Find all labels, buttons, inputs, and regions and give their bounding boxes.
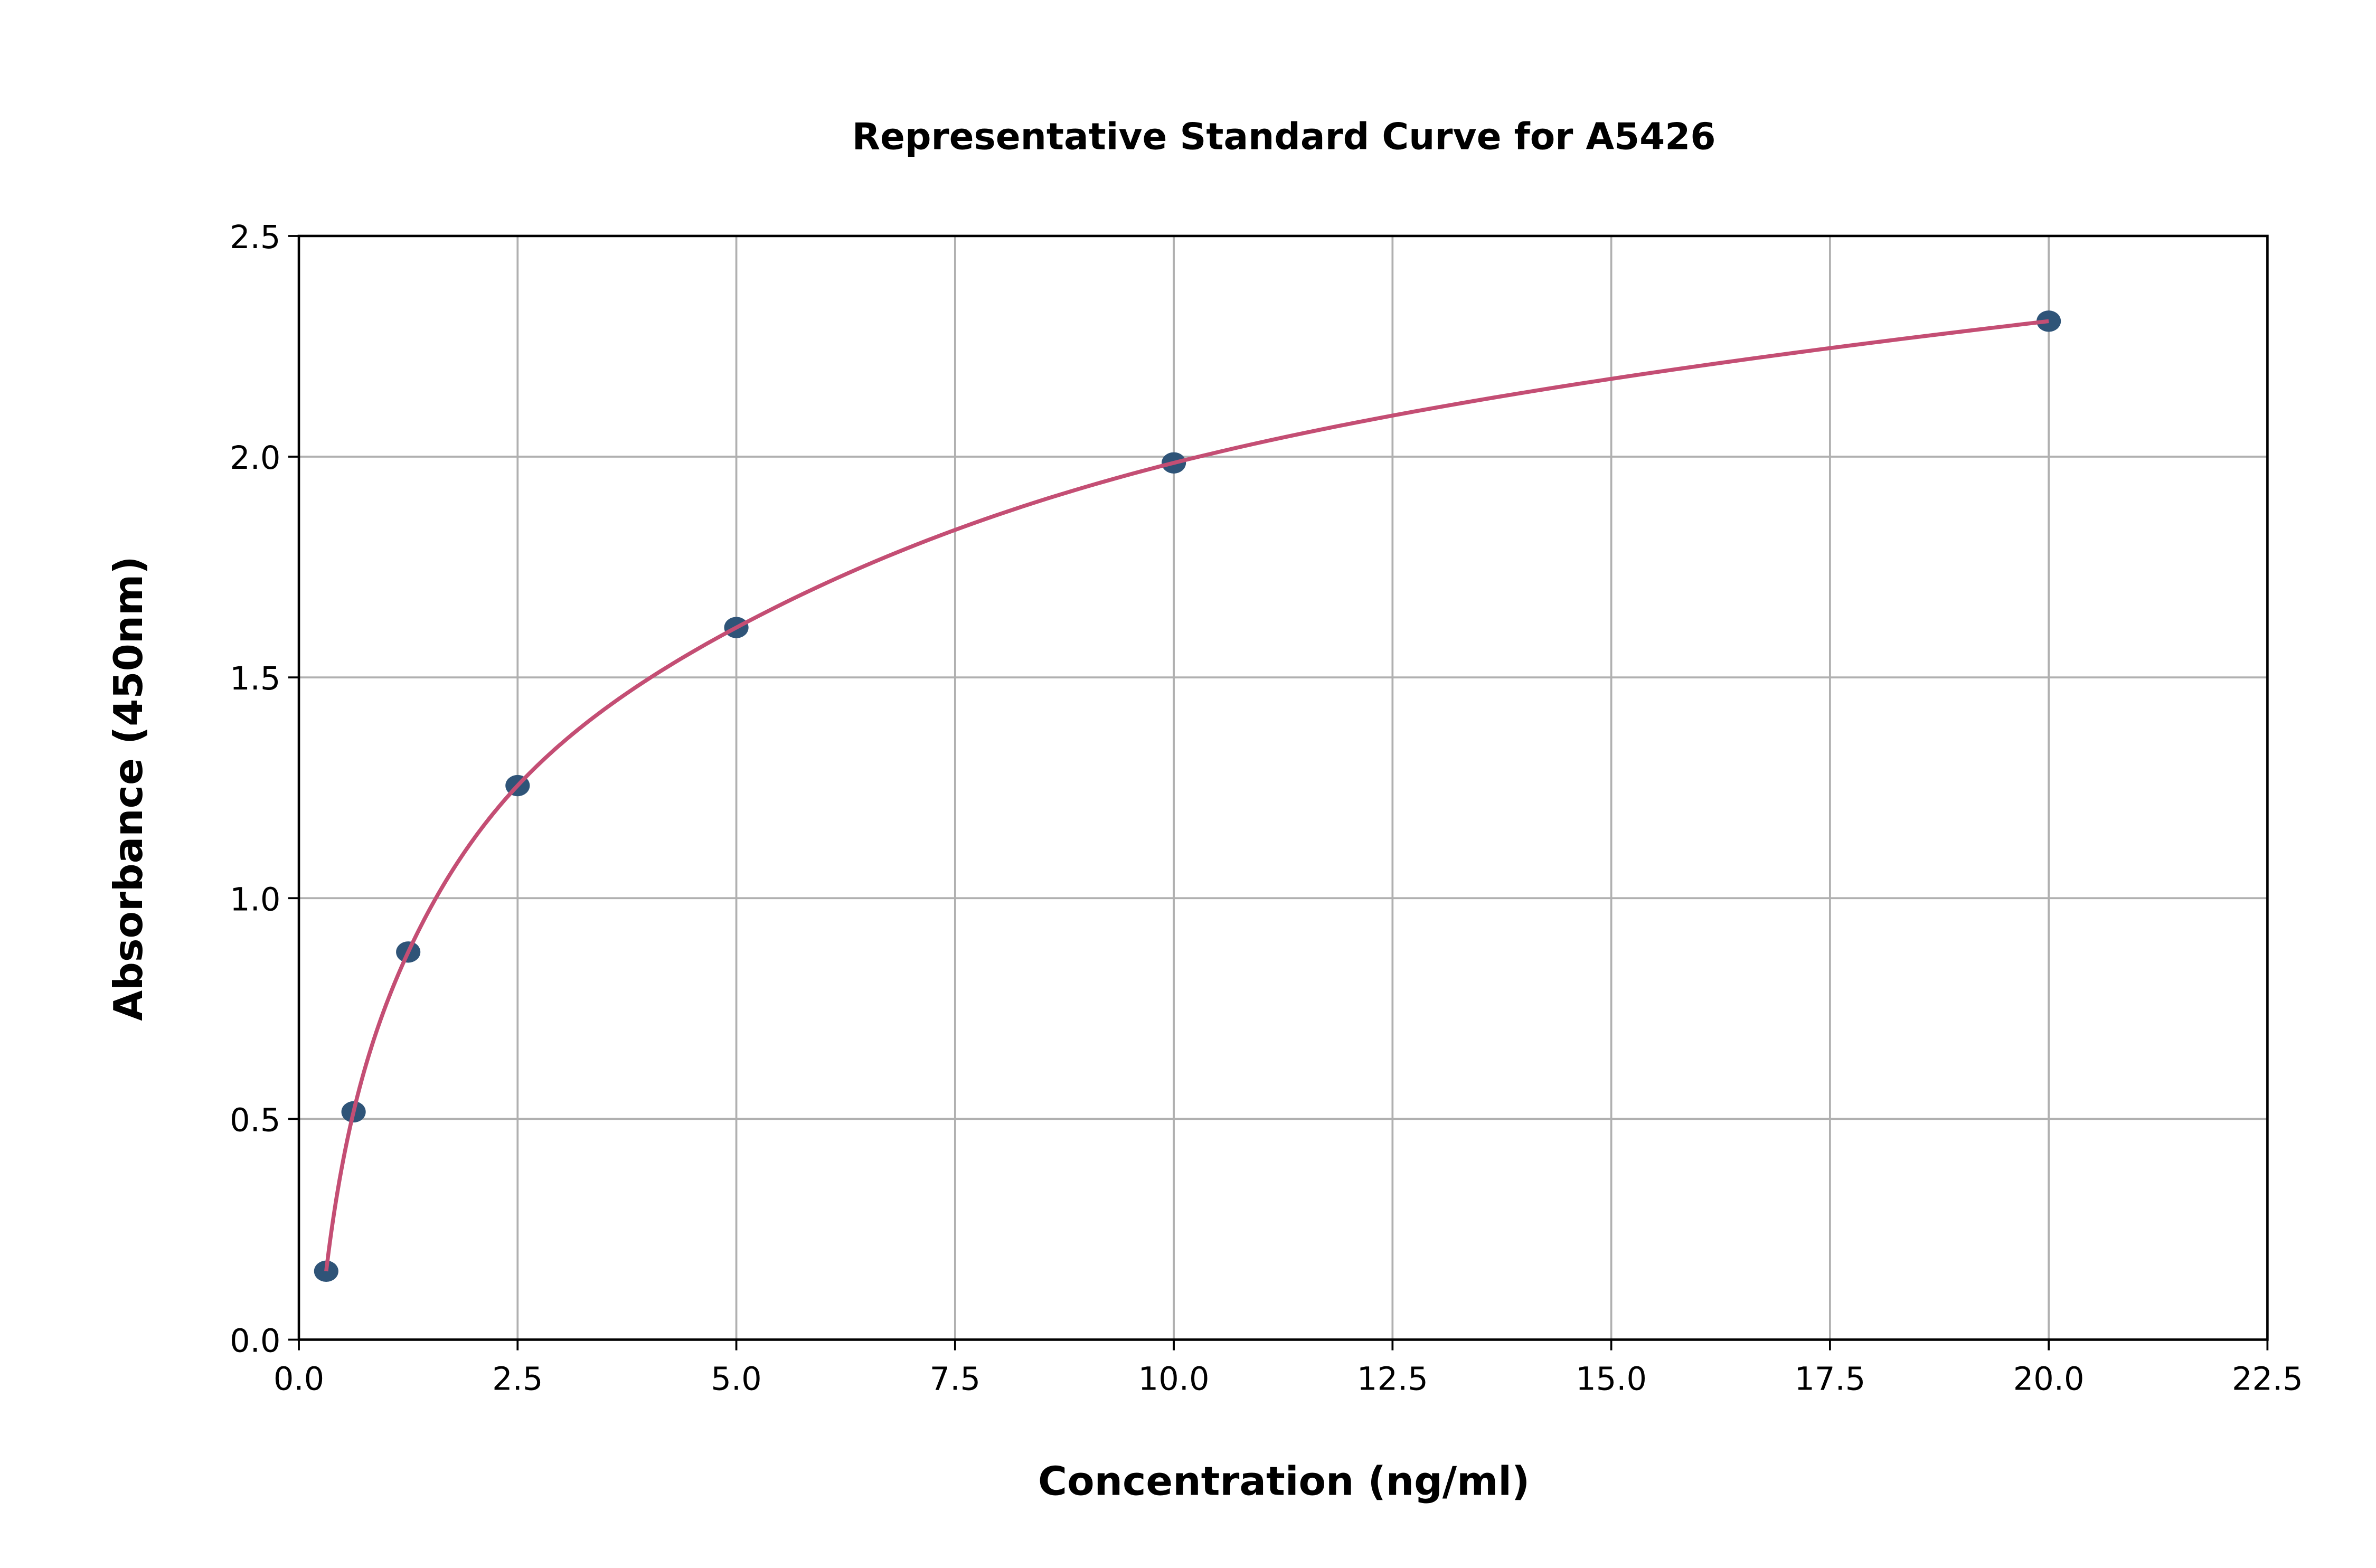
x-tick-label: 5.0 bbox=[711, 1361, 761, 1398]
x-tick-label: 15.0 bbox=[1576, 1361, 1647, 1398]
x-tick-label: 0.0 bbox=[274, 1361, 324, 1398]
y-tick-label: 1.5 bbox=[230, 660, 280, 697]
y-tick-label: 1.0 bbox=[230, 881, 280, 918]
fit-curve bbox=[324, 319, 2049, 1272]
plot-frame bbox=[297, 234, 2269, 1341]
x-tick-label: 12.5 bbox=[1357, 1361, 1428, 1398]
y-tick-label: 2.0 bbox=[230, 440, 280, 477]
chart-title: Representative Standard Curve for A5426 bbox=[852, 116, 1716, 158]
grid bbox=[298, 235, 2269, 1341]
y-axis-ticks: 0.0 0.5 1.0 1.5 2.0 2.5 bbox=[230, 219, 299, 1360]
x-tick-label: 10.0 bbox=[1138, 1361, 1210, 1398]
x-axis-label: Concentration (ng/ml) bbox=[1038, 1458, 1530, 1505]
x-tick-label: 17.5 bbox=[1794, 1361, 1865, 1398]
data-point bbox=[314, 1260, 338, 1282]
x-tick-label: 7.5 bbox=[930, 1361, 980, 1398]
x-tick-label: 2.5 bbox=[492, 1361, 543, 1398]
x-tick-label: 20.0 bbox=[2013, 1361, 2085, 1398]
y-tick-label: 2.5 bbox=[230, 219, 280, 256]
y-tick-label: 0.0 bbox=[230, 1323, 280, 1360]
data-point bbox=[2036, 310, 2061, 332]
x-tick-label: 22.5 bbox=[2232, 1361, 2303, 1398]
y-axis-label: Absorbance (450nm) bbox=[105, 556, 152, 1021]
x-axis-ticks: 0.0 2.5 5.0 7.5 10.0 12.5 15.0 17.5 20.0 22.5 bbox=[274, 1339, 2303, 1398]
y-tick-label: 0.5 bbox=[230, 1102, 280, 1139]
